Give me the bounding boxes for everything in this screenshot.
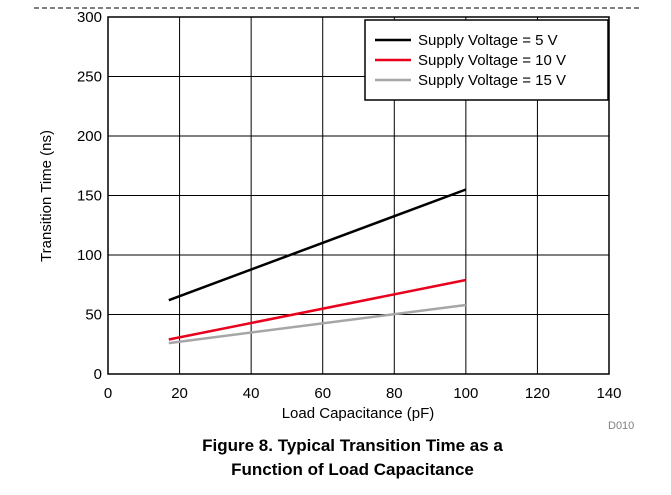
series-line-3 xyxy=(168,303,467,345)
y-tick-label: 0 xyxy=(94,366,102,383)
y-axis-title: Transition Time (ns) xyxy=(38,130,55,262)
y-tick-label: 100 xyxy=(77,247,102,264)
caption-line-1: Figure 8. Typical Transition Time as a xyxy=(202,436,503,455)
y-tick-label: 150 xyxy=(77,188,102,205)
series-line-1 xyxy=(168,188,467,302)
x-tick-label: 140 xyxy=(596,385,621,402)
x-tick-label: 120 xyxy=(525,385,550,402)
series-lines xyxy=(168,188,467,345)
x-tick-label: 0 xyxy=(104,385,112,402)
series-line-2 xyxy=(168,278,467,341)
x-tick-label: 80 xyxy=(386,385,403,402)
x-tick-label: 40 xyxy=(243,385,260,402)
x-tick-label: 100 xyxy=(453,385,478,402)
tick-labels: 0 20 40 60 80 100 120 140 0 50 100 150 200 250 300 xyxy=(77,9,622,402)
figure-caption: Figure 8. Typical Transition Time as a F… xyxy=(0,434,671,482)
y-tick-label: 250 xyxy=(77,69,102,86)
legend-label-2: Supply Voltage = 10 V xyxy=(418,52,566,69)
legend-label-1: Supply Voltage = 5 V xyxy=(418,32,558,49)
x-axis-title: Load Capacitance (pF) xyxy=(282,405,435,422)
x-tick-label: 20 xyxy=(171,385,188,402)
legend: Supply Voltage = 5 V Supply Voltage = 10 … xyxy=(364,19,609,101)
x-tick-label: 60 xyxy=(314,385,331,402)
plot-area-frame xyxy=(107,16,610,375)
y-tick-label: 200 xyxy=(77,128,102,145)
y-tick-label: 300 xyxy=(77,9,102,26)
legend-label-3: Supply Voltage = 15 V xyxy=(418,72,566,89)
y-tick-label: 50 xyxy=(85,307,102,324)
figure-code: D010 xyxy=(608,420,634,432)
caption-line-2: Function of Load Capacitance xyxy=(231,460,474,479)
